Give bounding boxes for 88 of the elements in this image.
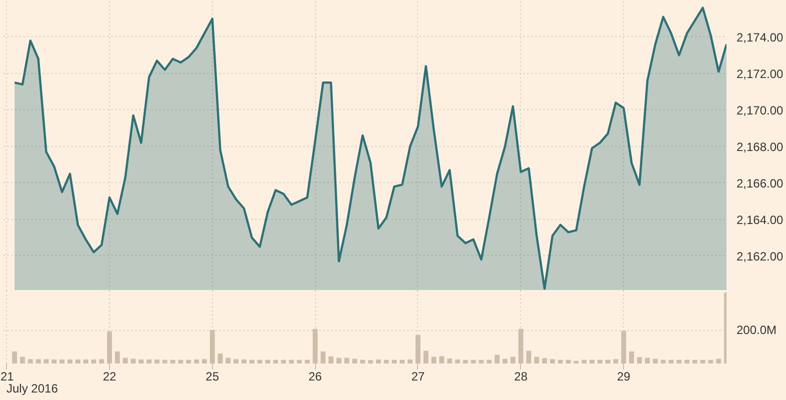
bar: [114, 351, 120, 364]
y-tick-label: 2,172.00: [736, 66, 784, 81]
bar: [455, 359, 460, 364]
bar: [708, 360, 714, 364]
bar: [542, 358, 548, 364]
bar: [526, 350, 532, 364]
bar: [447, 358, 452, 364]
bar: [463, 360, 468, 364]
bar: [99, 359, 104, 364]
bar: [439, 356, 444, 364]
bar: [273, 360, 278, 364]
bar: [494, 354, 500, 364]
bar: [652, 358, 658, 364]
x-tick-label: 25: [206, 370, 220, 384]
y-tick-label: 2,164.00: [736, 212, 784, 227]
bar: [91, 359, 96, 364]
bar: [44, 359, 49, 364]
bar: [597, 360, 602, 364]
bar: [28, 359, 33, 364]
bar: [629, 351, 634, 364]
bar: [242, 359, 246, 364]
bar: [320, 351, 326, 364]
bar: [644, 358, 650, 364]
bar: [12, 351, 18, 364]
x-tick-label: 29: [616, 370, 631, 384]
bar: [486, 360, 492, 364]
bar: [344, 358, 350, 364]
bar: [154, 359, 160, 364]
bar: [296, 360, 302, 364]
y-tick-label: 200.0M: [736, 323, 777, 338]
bar: [590, 360, 594, 364]
x-tick-label: 22: [102, 370, 116, 384]
bar: [676, 360, 682, 364]
bar: [716, 358, 722, 364]
bar: [234, 359, 239, 364]
bar: [368, 360, 373, 364]
bar: [138, 359, 144, 364]
bar: [510, 356, 516, 364]
bar: [400, 360, 405, 364]
bar: [186, 360, 192, 364]
x-tick-label: 27: [411, 370, 425, 384]
bar: [668, 360, 674, 364]
bar: [67, 359, 72, 364]
bar: [423, 350, 428, 364]
x-axis-title: July 2016: [6, 382, 58, 396]
bar: [146, 359, 152, 364]
y-tick-label: 2,174.00: [736, 30, 784, 44]
bar: [328, 356, 334, 364]
bar: [194, 359, 199, 364]
x-tick-label: 21: [0, 370, 14, 384]
bar: [637, 357, 642, 364]
bar: [36, 359, 41, 364]
bar: [582, 360, 587, 364]
bar: [408, 359, 413, 364]
bar: [502, 358, 508, 364]
bar: [218, 353, 223, 364]
bar: [281, 360, 286, 364]
bar: [20, 356, 25, 364]
bar: [60, 359, 64, 364]
bar: [83, 359, 88, 364]
bar: [550, 359, 555, 364]
x-tick-label: 28: [514, 370, 528, 384]
y-tick-label: 2,170.00: [736, 103, 784, 118]
bar: [122, 358, 128, 364]
bar: [249, 360, 254, 364]
bar: [75, 359, 80, 364]
y-tick-label: 2,162.00: [736, 249, 784, 264]
bar: [202, 359, 207, 364]
y-tick-label: 2,166.00: [736, 176, 784, 190]
bar: [226, 358, 231, 364]
bar: [360, 360, 366, 364]
bar: [605, 360, 610, 364]
bar: [684, 360, 690, 364]
bar: [692, 360, 698, 364]
bar: [613, 359, 618, 364]
bar: [431, 356, 436, 364]
bar: [162, 360, 168, 364]
bar: [376, 359, 381, 364]
bar: [178, 360, 184, 364]
bar: [52, 359, 57, 364]
bar: [470, 360, 476, 364]
y-tick-label: 2,168.00: [736, 140, 784, 154]
bar: [534, 356, 540, 364]
bar: [384, 360, 389, 364]
bar: [558, 360, 563, 364]
bar: [336, 358, 342, 364]
bar: [288, 360, 294, 364]
x-tick-label: 26: [308, 370, 322, 384]
